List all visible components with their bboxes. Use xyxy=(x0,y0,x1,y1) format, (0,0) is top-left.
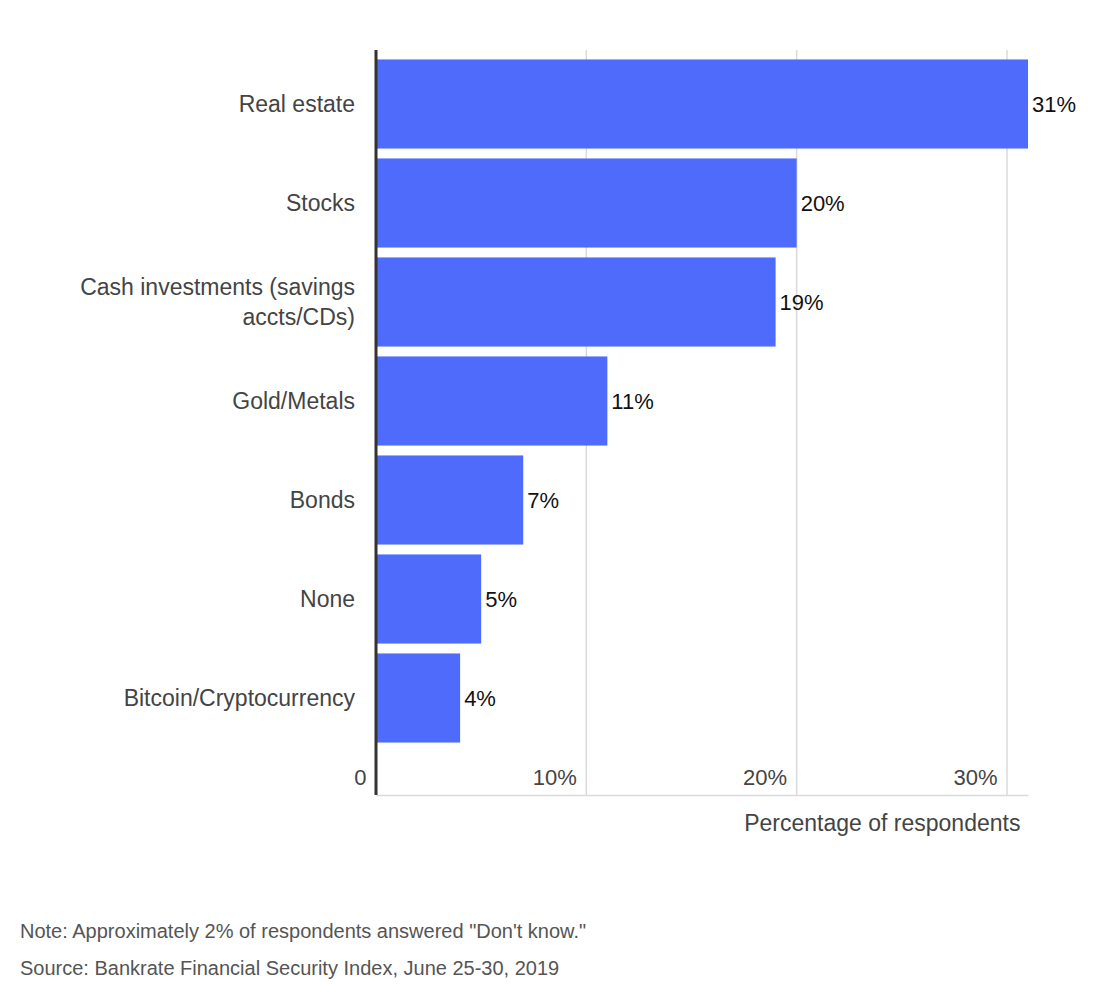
data-labels: 31% 20% 19% 11% 7% 5% 4% xyxy=(464,92,1076,711)
grid-line xyxy=(375,50,377,795)
data-label: 31% xyxy=(1032,92,1076,117)
tick: 0 xyxy=(354,765,376,795)
bar xyxy=(376,653,460,742)
data-label: 20% xyxy=(801,191,845,216)
category-label: Real estate xyxy=(239,91,355,117)
category-label: Cash investments (savingsaccts/CDs) xyxy=(80,274,355,330)
bar xyxy=(376,554,481,643)
category-label: Bonds xyxy=(290,487,355,513)
tick: 10% xyxy=(533,765,587,795)
bar xyxy=(376,257,776,346)
x-axis-line xyxy=(377,795,1029,797)
category-label: Bitcoin/Cryptocurrency xyxy=(124,685,356,711)
grid-line xyxy=(1006,50,1008,795)
tick-label: 20% xyxy=(743,765,787,790)
data-label: 7% xyxy=(527,488,559,513)
bars xyxy=(376,59,1028,742)
category-label: Gold/Metals xyxy=(232,388,355,414)
tick: 20% xyxy=(743,765,797,795)
note: Note: Approximately 2% of respondents an… xyxy=(20,920,586,942)
chart: 0 10% 20% 30% Real estate Stocks Cash investme… xyxy=(0,0,1118,1004)
tick-label: 10% xyxy=(533,765,577,790)
tick: 30% xyxy=(953,765,1007,795)
y-axis-line xyxy=(375,50,378,795)
category-label: Stocks xyxy=(286,190,355,216)
x-axis: 0 10% 20% 30% xyxy=(354,765,1028,796)
source: Source: Bankrate Financial Security Inde… xyxy=(20,957,559,979)
grid xyxy=(376,50,1007,795)
category-labels: Real estate Stocks Cash investments (savin… xyxy=(80,91,355,711)
axis-title: Percentage of respondents xyxy=(744,810,1020,836)
data-label: 11% xyxy=(611,389,653,414)
data-label: 4% xyxy=(464,686,496,711)
tick-label: 0 xyxy=(354,765,366,790)
tick-label: 30% xyxy=(953,765,997,790)
category-label: None xyxy=(300,586,355,612)
bar xyxy=(376,455,523,544)
bar xyxy=(376,59,1028,148)
bar xyxy=(376,356,607,445)
data-label: 5% xyxy=(485,587,517,612)
bar xyxy=(376,158,797,247)
data-label: 19% xyxy=(780,290,824,315)
